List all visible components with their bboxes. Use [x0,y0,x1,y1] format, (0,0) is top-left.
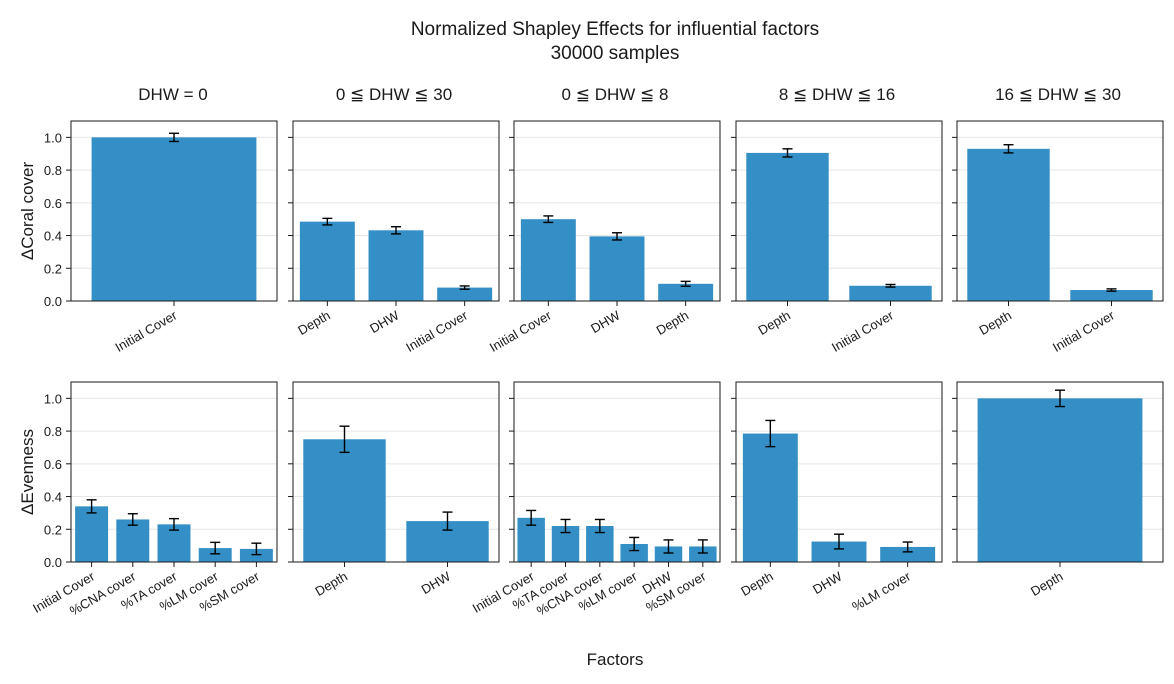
panel-frame [513,120,721,302]
panel-frame [956,120,1164,302]
figure-title: Normalized Shapley Effects for influenti… [411,19,819,40]
x-tick-label: DHW [810,568,845,597]
bar [91,137,257,301]
panel-1-1: Depth DHW [288,381,500,599]
bar [368,230,424,301]
x-tick-label: Depth [654,308,692,338]
panel-0-3: Depth Initial Cover [731,120,943,355]
x-tick-label: Depth [738,569,776,599]
bar [880,546,936,562]
x-tick-label: Depth [295,308,333,338]
bar [520,219,576,301]
y-tick-label: 0.4 [44,229,62,244]
x-tick-label: Depth [312,569,350,599]
column-title-4: 8 ≦ DHW ≦ 16 [779,85,895,104]
panel-0-2: Initial Cover DHW Depth [487,120,721,355]
x-tick-label: %LM cover [849,568,913,614]
x-tick-label: Depth [755,308,793,338]
y-tick-label: 0.6 [44,196,62,211]
y-tick-label: 1.0 [44,391,62,406]
bar [967,148,1050,301]
row-label-coral-cover: ΔCoral cover [18,162,37,261]
bar [299,221,355,301]
x-axis-label: Factors [587,650,644,669]
panel-0-4: Depth Initial Cover [952,120,1164,355]
bar [239,548,273,562]
row-label-evenness: ΔEvenness [18,429,37,515]
panel-1-4: Depth [952,381,1164,599]
bar [742,433,798,562]
bar [977,398,1143,562]
column-title-2: 0 ≦ DHW ≦ 30 [336,85,452,104]
y-tick-label: 0.8 [44,163,62,178]
panel-frame [70,120,278,302]
x-tick-label: Depth [976,308,1014,338]
panel-frame [735,120,943,302]
panel-frame [70,381,278,563]
bar [658,283,714,301]
bar [116,519,150,562]
x-tick-label: DHW [367,307,402,336]
bar [589,236,645,301]
panel-0-0: 0.0 0.2 0.4 0.6 0.8 1.0 Initial Cover [44,120,278,355]
bar [849,285,932,301]
x-tick-label: Initial Cover [829,307,897,355]
bar [303,439,386,562]
column-title-1: DHW = 0 [138,85,207,104]
panel-1-3: Depth DHW %LM cover [731,381,943,614]
bar [198,548,232,562]
x-tick-label: Depth [1028,569,1066,599]
column-title-5: 16 ≦ DHW ≦ 30 [995,85,1121,104]
panel-frame [513,381,721,563]
x-tick-label: Initial Cover [487,307,555,355]
panel-frame [292,381,500,563]
panel-frame [956,381,1164,563]
y-tick-label: 1.0 [44,130,62,145]
bar [811,541,867,562]
y-tick-label: 0.0 [44,555,62,570]
y-tick-label: 0.8 [44,424,62,439]
column-title-3: 0 ≦ DHW ≦ 8 [562,85,669,104]
x-tick-label: DHW [419,568,454,597]
y-tick-label: 0.2 [44,522,62,537]
panel-frame [735,381,943,563]
x-tick-label: Initial Cover [403,307,471,355]
bar [75,506,109,562]
x-tick-label: DHW [588,307,623,336]
bar [689,546,717,562]
bar [654,546,683,562]
y-tick-label: 0.6 [44,457,62,472]
panel-0-1: Depth DHW Initial Cover [288,120,500,355]
panel-frame [292,120,500,302]
y-tick-label: 0.0 [44,294,62,309]
figure-subtitle: 30000 samples [551,43,680,64]
panel-1-2: Initial Cover%TA cover%CNA cover%LM cove… [470,381,721,618]
bar [746,152,829,301]
x-tick-label: Initial Cover [113,307,181,355]
bar [620,544,648,562]
y-tick-label: 0.4 [44,490,62,505]
y-tick-label: 0.2 [44,261,62,276]
bar [437,287,493,301]
x-tick-label: Initial Cover [1050,307,1118,355]
bar [1070,290,1153,301]
